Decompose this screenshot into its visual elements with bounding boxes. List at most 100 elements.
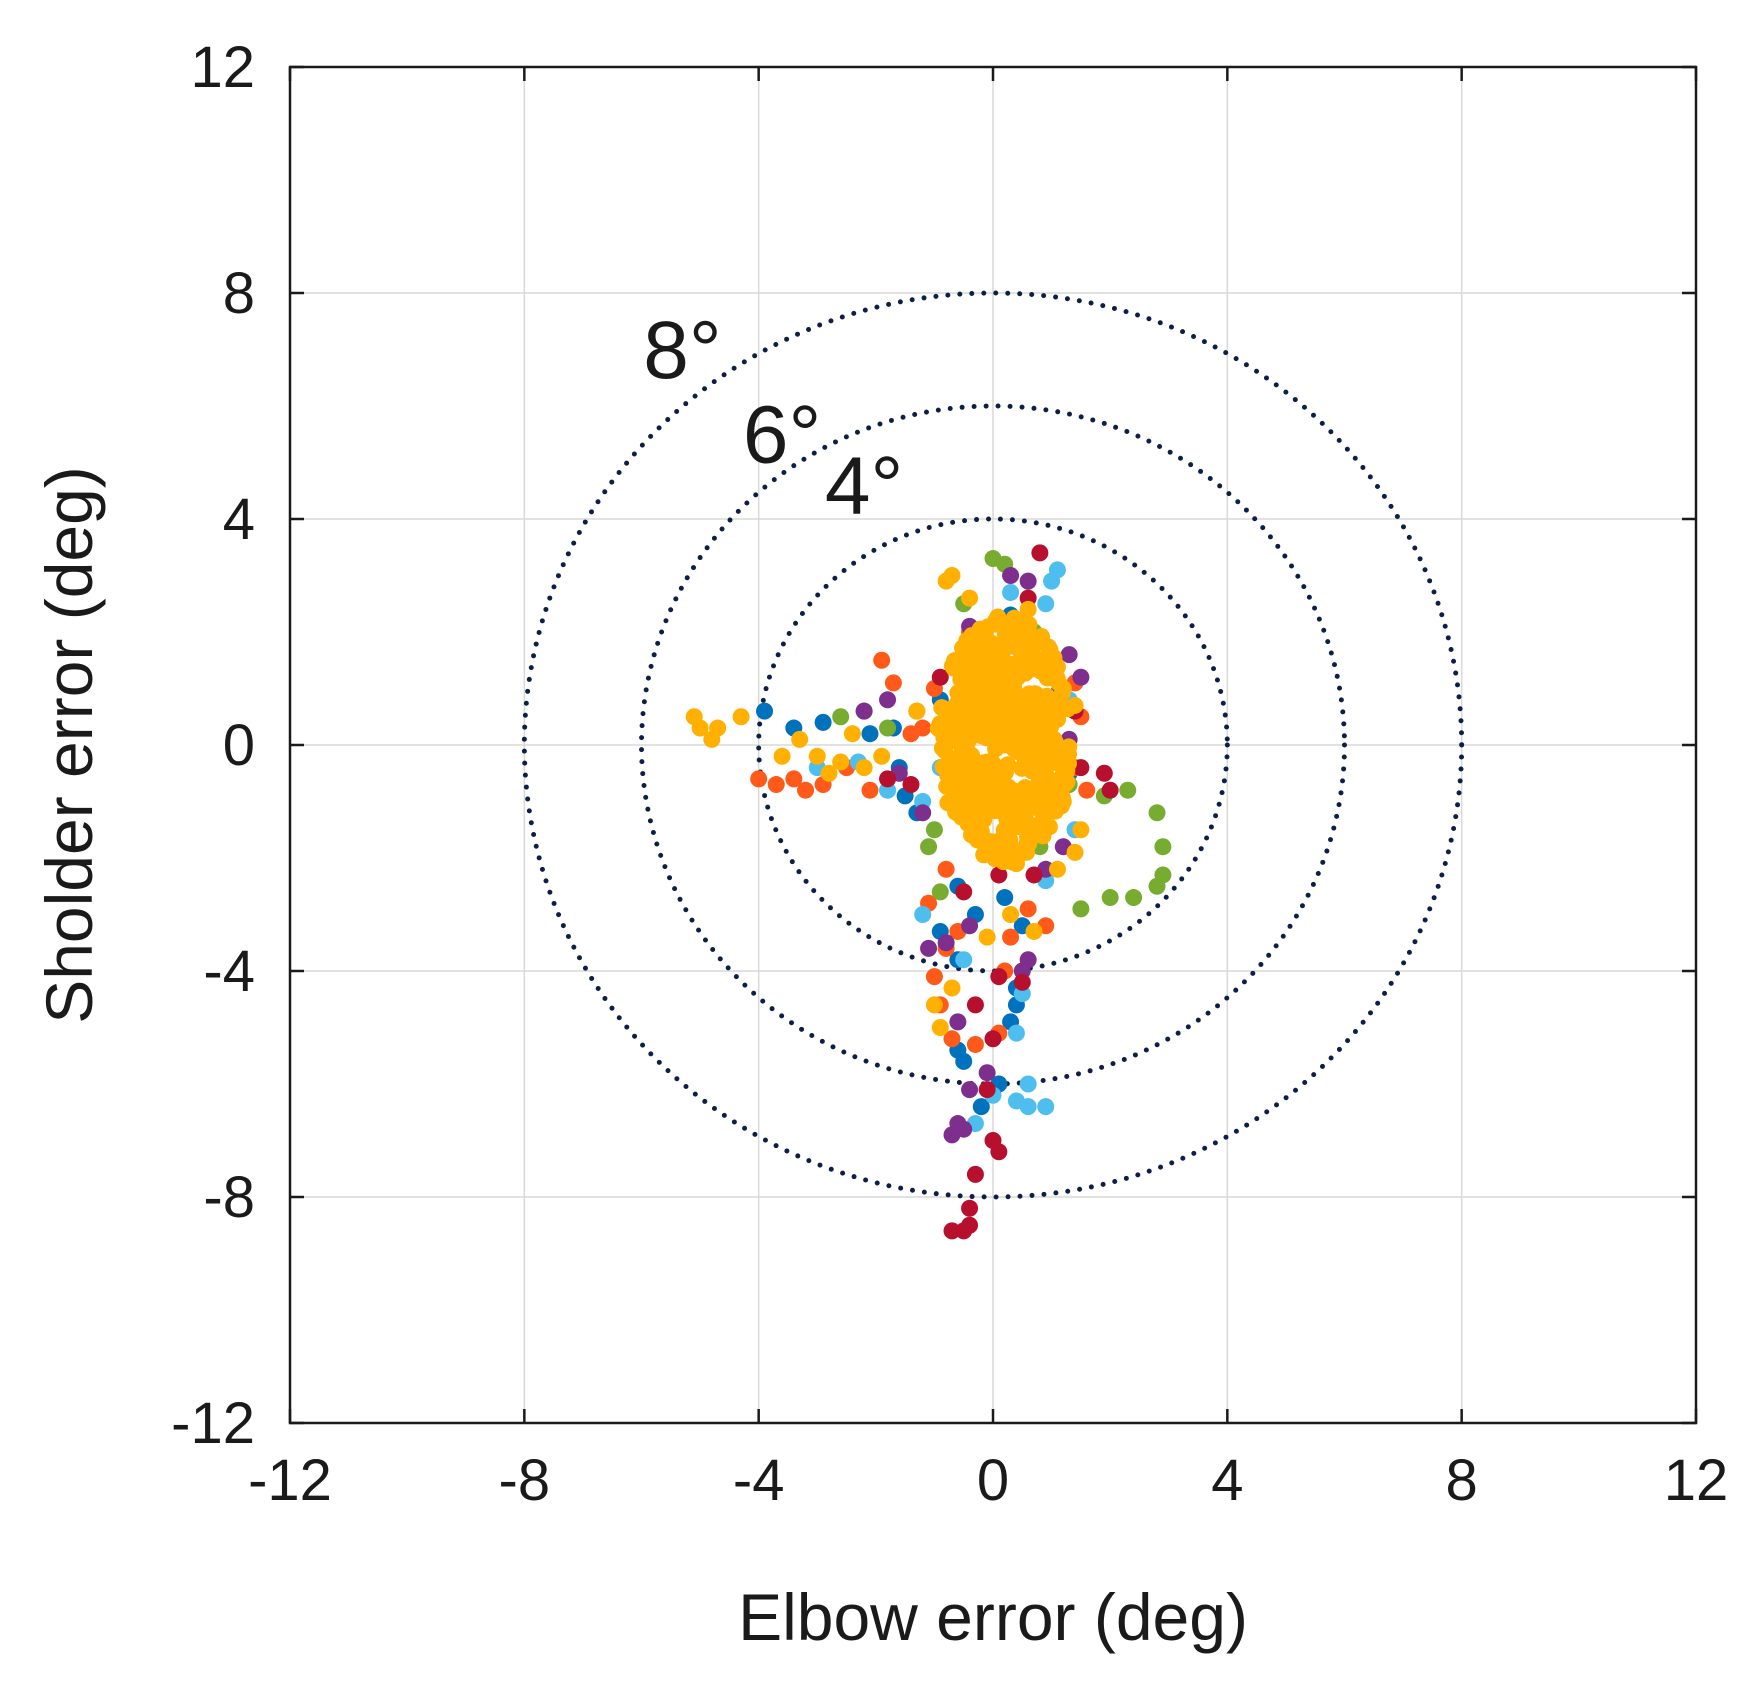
series-6-point <box>855 759 873 777</box>
series-2-point <box>920 838 938 856</box>
series-0-point <box>756 702 774 720</box>
y-tick-label: -8 <box>203 1165 255 1230</box>
series-2-point <box>1119 781 1137 799</box>
y-tick-label: 0 <box>223 713 255 778</box>
x-tick-label: -8 <box>499 1448 551 1513</box>
core-point <box>952 808 970 826</box>
core-point <box>992 802 1010 820</box>
series-4-point <box>961 1081 979 1099</box>
series-2-point <box>925 821 943 839</box>
core-point <box>936 741 954 759</box>
series-5-point <box>1025 866 1043 884</box>
core-point <box>964 752 982 770</box>
core-point <box>970 663 988 681</box>
core-point <box>990 612 1008 630</box>
y-tick-label: 4 <box>223 487 255 552</box>
x-axis-label: Elbow error (deg) <box>738 1580 1248 1654</box>
series-6-point <box>732 708 750 726</box>
core-point <box>1024 690 1042 708</box>
series-6-point <box>908 702 926 720</box>
series-2-point <box>879 719 897 737</box>
core-point <box>991 775 1009 793</box>
series-6-point <box>773 747 791 765</box>
series-5-point <box>1095 764 1113 782</box>
ring-label-6: 6° <box>743 390 821 481</box>
series-1-point <box>750 770 768 788</box>
series-5-point <box>990 968 1008 986</box>
series-1-point <box>943 1030 961 1048</box>
core-point <box>949 771 967 789</box>
series-5-point <box>961 1199 979 1217</box>
series-5-point <box>1031 544 1049 562</box>
series-5-point <box>966 1165 984 1183</box>
series-6-point <box>1048 860 1066 878</box>
series-1-point <box>925 968 943 986</box>
core-point <box>1042 718 1060 736</box>
series-2-point <box>1072 900 1090 918</box>
ring-8 <box>521 290 1465 1200</box>
core-point <box>977 729 995 747</box>
core-point <box>1046 734 1064 752</box>
core-point <box>1001 658 1019 676</box>
series-5-point <box>931 668 949 686</box>
core-point <box>965 687 983 705</box>
series-5-point <box>955 883 973 901</box>
core-point <box>1007 808 1025 826</box>
tick-labels: -12 -8 -4 0 4 8 12 -12 -8 -4 0 4 8 12 <box>171 35 1728 1513</box>
series-1-point <box>1078 781 1096 799</box>
series-2-point <box>1148 804 1166 822</box>
series-3-point <box>955 951 973 969</box>
series-4-point <box>937 934 955 952</box>
series-0-point <box>861 725 879 743</box>
core-point <box>955 727 973 745</box>
core-point <box>1020 616 1038 634</box>
series-5-point <box>984 1030 1002 1048</box>
core-point <box>1010 628 1028 646</box>
core-point <box>1027 817 1045 835</box>
series-6-point <box>791 730 809 748</box>
series-3-point <box>1002 583 1020 601</box>
ring-label-8: 8° <box>643 305 721 396</box>
x-tick-label: 12 <box>1664 1448 1729 1513</box>
series-6-point <box>703 730 721 748</box>
series-2-point <box>931 883 949 901</box>
y-tick-label: -4 <box>203 939 255 1004</box>
series-4-point <box>920 939 938 957</box>
core-point <box>1041 798 1059 816</box>
series-6-point <box>1066 843 1084 861</box>
core-point <box>1003 688 1021 706</box>
series-4-point <box>1019 572 1037 590</box>
series-6-point <box>1002 906 1020 923</box>
series-2-point <box>1148 877 1166 895</box>
series-5-point <box>966 996 984 1014</box>
series-3-point <box>1007 1024 1025 1042</box>
core-point <box>1005 716 1023 734</box>
series-6-point <box>1025 922 1043 940</box>
series-6-point <box>961 589 979 607</box>
series-5-point <box>990 1143 1008 1161</box>
core-point <box>959 709 977 727</box>
series-0-point <box>955 1052 973 1070</box>
core-point <box>971 831 989 849</box>
series-6-point <box>931 1019 949 1036</box>
series-3-point <box>914 906 932 923</box>
core-point <box>1020 834 1038 852</box>
series-5-point <box>990 866 1008 884</box>
core-point <box>1001 831 1019 849</box>
core-point <box>1039 638 1057 656</box>
series-4-point <box>949 1115 967 1133</box>
series-1-point <box>785 770 803 788</box>
series-2-point <box>832 708 850 726</box>
series-0-point <box>972 1098 990 1116</box>
core-point <box>1028 703 1046 721</box>
core-point <box>1016 779 1034 797</box>
data-points <box>685 544 1172 1240</box>
series-1-point <box>1002 928 1020 946</box>
core-point <box>1005 609 1023 627</box>
x-tick-label: 4 <box>1211 1448 1243 1513</box>
series-1-point <box>884 674 902 692</box>
core-point <box>942 727 960 745</box>
series-6-point <box>832 753 850 771</box>
core-point <box>1048 658 1066 676</box>
